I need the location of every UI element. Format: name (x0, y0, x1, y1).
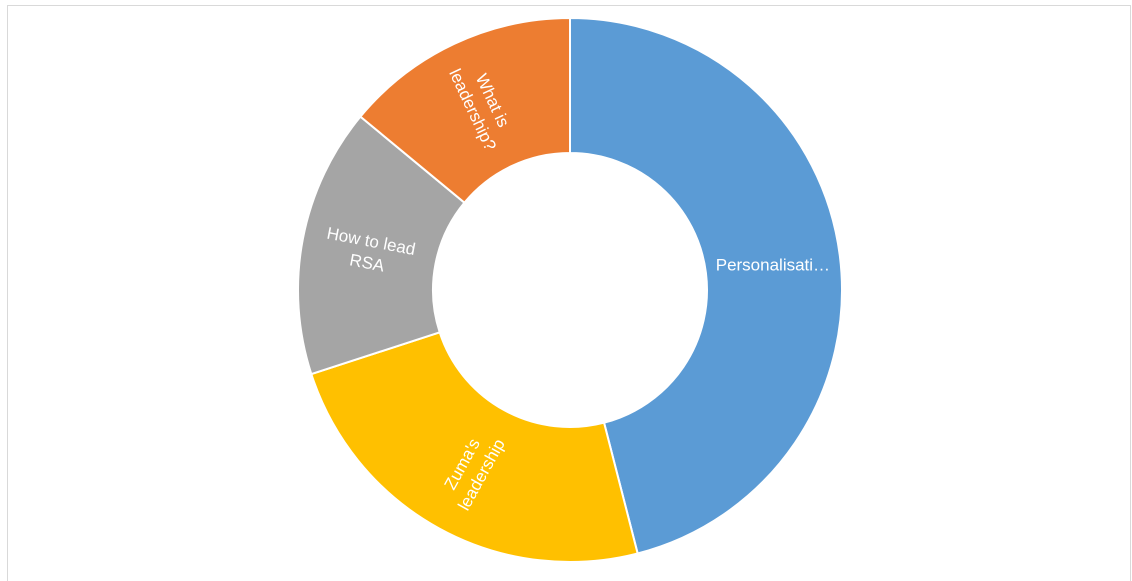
slice-label-personalisati: Personalisati… (716, 255, 830, 274)
slice-zuma-s-leadership[interactable] (310, 331, 639, 564)
slice-label-line: Personalisati… (716, 255, 830, 274)
slice-personalisati[interactable] (569, 16, 843, 555)
slices-layer (297, 16, 843, 564)
slice-how-to-lead-rsa[interactable] (297, 115, 466, 376)
slice-what-is-leadership[interactable] (359, 16, 571, 205)
